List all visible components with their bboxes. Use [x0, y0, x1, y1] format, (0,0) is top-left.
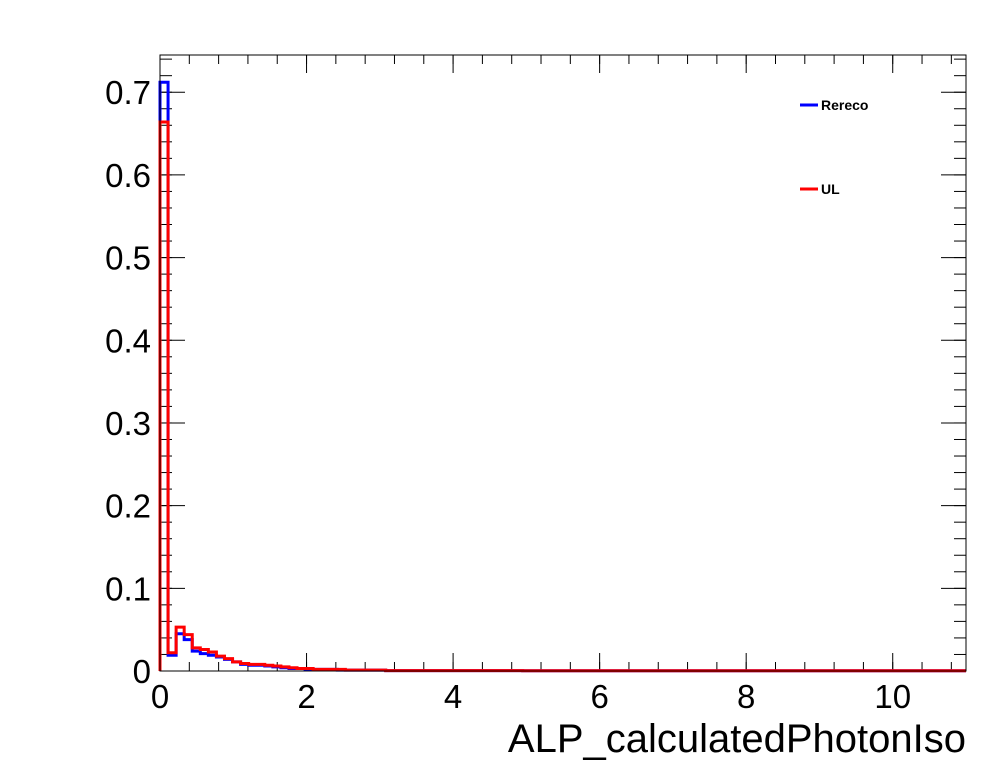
y-tick-label: 0.4: [105, 322, 151, 359]
minor-ticks: [159, 55, 966, 672]
major-ticks: [159, 55, 966, 672]
x-tick-label: 0: [151, 678, 169, 715]
y-tick-label: 0.7: [105, 74, 151, 111]
legend-label-ul: UL: [821, 181, 840, 197]
y-tick-label: 0.2: [105, 488, 151, 525]
y-tick-label: 0: [133, 653, 151, 690]
x-tick-label: 8: [737, 678, 755, 715]
legend-label-rereco: Rereco: [821, 97, 868, 113]
x-tick-label: 6: [590, 678, 608, 715]
series-layer: [158, 80, 966, 673]
plot-frame: [159, 54, 967, 672]
y-tick-label: 0.5: [105, 240, 151, 277]
x-axis-title: ALP_calculatedPhotonIso: [508, 717, 966, 761]
x-tick-label: 10: [874, 678, 911, 715]
y-tick-label: 0.3: [105, 405, 151, 442]
x-tick-label: 2: [297, 678, 315, 715]
legend: Rereco UL: [800, 97, 868, 197]
y-tick-label: 0.1: [105, 570, 151, 607]
series-line-ul: [158, 120, 966, 673]
series-line-rereco: [158, 80, 966, 673]
x-tick-labels: 0 2 4 6 8 10: [151, 678, 911, 715]
y-tick-labels: 0 0.1 0.2 0.3 0.4 0.5 0.6 0.7: [105, 74, 151, 690]
y-tick-label: 0.6: [105, 157, 151, 194]
x-tick-label: 4: [444, 678, 462, 715]
